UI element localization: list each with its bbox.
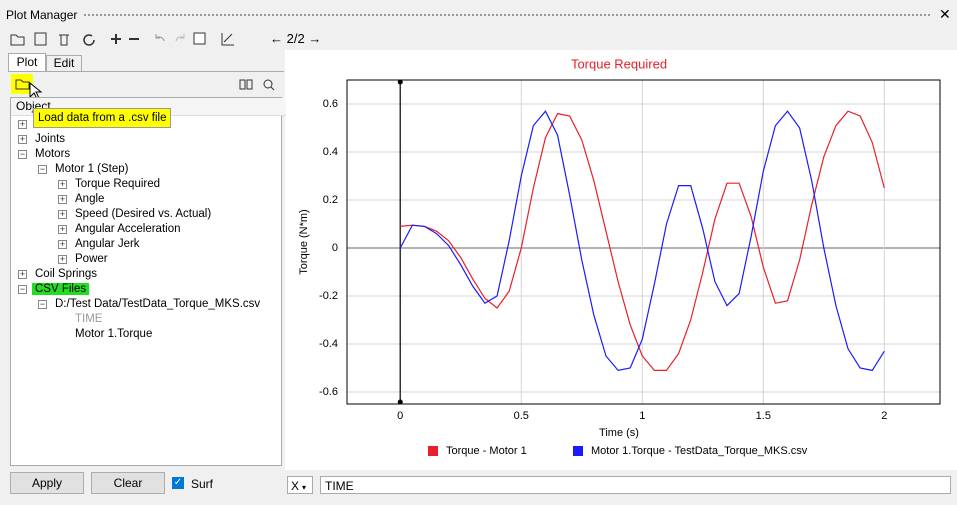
y-tick-label: 0.2 [323, 194, 338, 206]
legend-label: Motor 1.Torque - TestData_Torque_MKS.csv [591, 445, 808, 457]
clear-button[interactable]: Clear [91, 472, 165, 494]
save-icon[interactable] [34, 32, 47, 46]
tree-label: Joints [35, 133, 66, 145]
apply-button[interactable]: Apply [10, 472, 84, 494]
find-tools [239, 79, 275, 91]
delete-icon[interactable] [59, 34, 69, 46]
legend-swatch [428, 446, 438, 456]
axis-value: X [291, 479, 300, 493]
tree-row[interactable]: − Motor 1 (Step) [38, 163, 129, 175]
axis-marker [397, 399, 403, 405]
toolbar [10, 32, 234, 46]
y-axis-label: Torque (N*m) [298, 209, 310, 274]
series-line [399, 110, 885, 372]
legend-label: Torque - Motor 1 [446, 445, 527, 457]
tree-label: Coil Springs [35, 268, 97, 280]
plot-panel [285, 50, 957, 470]
chart-title: Torque Required [571, 56, 667, 71]
tree-label: Motor 1 (Step) [55, 163, 129, 175]
tree-row[interactable]: + Joints [18, 133, 66, 145]
legend-swatch [573, 446, 583, 456]
tree-row[interactable]: − Motors [18, 148, 71, 160]
binoculars-icon[interactable] [239, 79, 246, 90]
tree-row[interactable]: + Power [58, 253, 108, 265]
select-icon[interactable] [193, 32, 206, 45]
tree-label[interactable]: Motor 1.Torque [75, 328, 153, 340]
folder-icon [15, 79, 30, 90]
x-tick-label: 0 [397, 410, 403, 422]
prev-page[interactable]: ← [270, 31, 283, 46]
window-title: Plot Manager [6, 8, 78, 22]
field-input[interactable]: TIME [320, 476, 951, 494]
page-nav: ← 2/2 → [270, 31, 321, 46]
redo-icon[interactable] [175, 34, 185, 42]
expander[interactable]: + [18, 119, 27, 129]
tree-label[interactable]: TIME [75, 313, 103, 325]
tree-label: Motors [35, 148, 71, 160]
axis-icon[interactable] [221, 33, 234, 46]
x-tick-label: 2 [881, 410, 887, 422]
axis-dropdown[interactable]: X ▾ [287, 476, 313, 494]
y-tick-label: 0 [332, 242, 338, 254]
y-tick-label: -0.6 [319, 386, 338, 398]
x-tick-label: 1.5 [756, 410, 771, 422]
refresh-icon[interactable] [83, 34, 95, 46]
y-tick-label: 0.4 [323, 146, 338, 158]
object-tree: Object + + Joints − Motors − Motor 1 (Step)… [10, 97, 286, 466]
y-tick-label: -0.2 [319, 290, 338, 302]
y-tick-label: -0.4 [319, 338, 338, 350]
tab-line [8, 71, 284, 72]
surf-label: Surf [191, 477, 214, 491]
tree-label: Angular Jerk [75, 238, 140, 250]
x-tick-label: 1 [639, 410, 645, 422]
axis-marker [397, 79, 403, 85]
tree-label: Speed (Desired vs. Actual) [75, 208, 212, 220]
close-button[interactable]: ✕ [939, 6, 951, 22]
tree-row[interactable]: + Coil Springs [18, 268, 97, 280]
tree-row[interactable]: + Angle [58, 193, 105, 205]
tree-row[interactable]: + Angular Acceleration [58, 223, 181, 235]
undo-icon[interactable] [155, 34, 165, 42]
x-axis-label: Time (s) [599, 427, 639, 439]
tree-row[interactable]: + Angular Jerk [58, 238, 140, 250]
series-line [400, 110, 885, 371]
search-icon[interactable] [263, 79, 273, 89]
plot-frame [346, 79, 941, 405]
x-tick-label: 0.5 [514, 410, 529, 422]
tree-label: Angle [75, 193, 105, 205]
tree-row[interactable]: + Speed (Desired vs. Actual) [58, 208, 212, 220]
page-indicator: 2/2 [286, 31, 305, 46]
tree-label: Power [75, 253, 108, 265]
open-icon[interactable] [10, 34, 25, 46]
tree-row[interactable]: − CSV Files [18, 282, 90, 297]
tree-label: CSV Files [32, 283, 90, 295]
y-tick-label: 0.6 [323, 98, 338, 110]
tree-row[interactable]: − D:/Test Data/TestData_Torque_MKS.csv [38, 298, 261, 310]
tooltip: Load data from a .csv file [33, 108, 172, 128]
tree-row[interactable]: + Torque Required [58, 178, 161, 190]
tree-label: D:/Test Data/TestData_Torque_MKS.csv [55, 298, 261, 310]
tree-label: Angular Acceleration [75, 223, 181, 235]
tab-plot[interactable]: Plot [8, 53, 46, 71]
title-grip [84, 14, 930, 16]
tab-edit[interactable]: Edit [46, 55, 82, 71]
tree-label: Torque Required [75, 178, 161, 190]
load-csv-button[interactable] [11, 74, 33, 94]
add-icon[interactable] [111, 34, 121, 44]
surf-checkbox[interactable]: ✓ [172, 477, 184, 489]
next-page[interactable]: → [308, 31, 322, 46]
